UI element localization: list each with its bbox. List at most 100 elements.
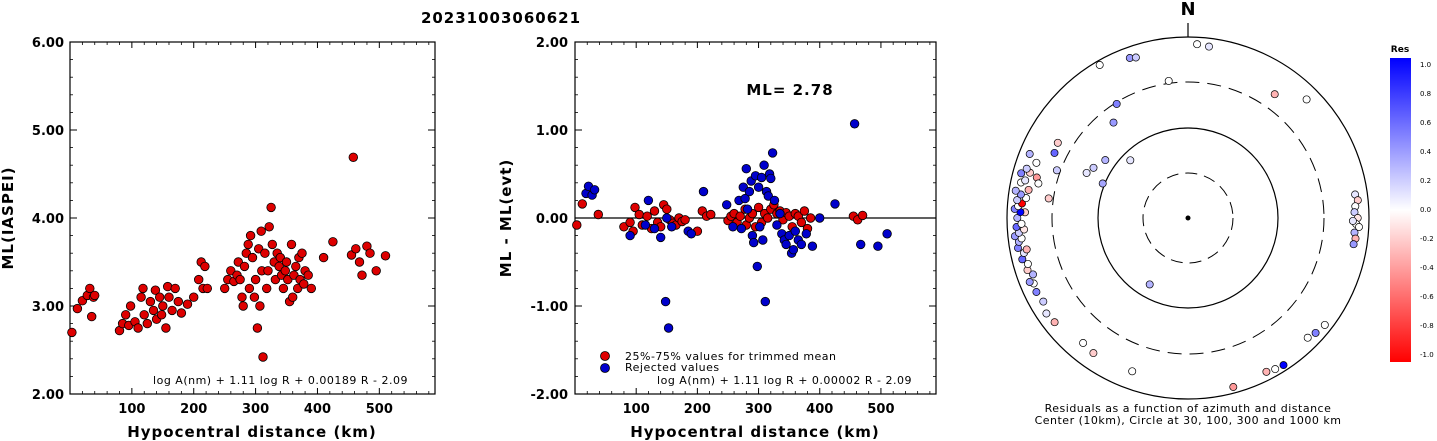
station-residual-point	[1021, 176, 1030, 185]
colorbar-tick-label: -1.0	[1420, 351, 1434, 359]
ml-data-point	[238, 301, 248, 311]
rejected-residual-point	[796, 239, 807, 250]
x-tick-label: 500	[867, 402, 894, 417]
ml-data-point	[264, 222, 274, 232]
station-residual-point	[1349, 240, 1358, 249]
ml-data-point	[252, 323, 263, 333]
ml-data-point	[286, 239, 297, 250]
x-tick-label: 300	[745, 402, 772, 417]
station-residual-point	[1128, 367, 1137, 376]
x-tick-label: 400	[806, 402, 833, 417]
station-residual-point	[1079, 339, 1088, 347]
colorbar-tick-labels: 1.0 0.8 0.6 0.4 0.2 0.0 -0.2 -0.4 -0.6 -0.8 -1.0	[1420, 61, 1434, 359]
rejected-residual-point	[756, 172, 767, 183]
ml-chart-frame	[69, 41, 436, 395]
used-residual-point	[634, 209, 644, 220]
ml-value-label: ML= 2.78	[746, 81, 833, 99]
rejected-residual-point	[815, 213, 825, 223]
station-residual-point	[1034, 179, 1043, 188]
ml-data-point	[138, 283, 148, 294]
polar-points	[1010, 40, 1363, 391]
ml-data-point	[193, 274, 204, 285]
station-residual-point	[1044, 194, 1053, 203]
ml-data-point	[120, 310, 131, 320]
station-residual-point	[1279, 361, 1288, 370]
station-residual-point	[1017, 169, 1026, 178]
station-residual-point	[1320, 320, 1329, 329]
ml-data-point	[145, 296, 156, 307]
y-tick-label: -2.00	[531, 388, 568, 403]
ml-data-point	[237, 292, 247, 302]
ml-data-point	[267, 239, 278, 250]
rejected-residual-point	[788, 244, 799, 255]
ml-data-point	[250, 274, 261, 285]
ml-chart-xlabel: Hypocentral distance (km)	[127, 423, 377, 441]
rejected-residual-point	[873, 241, 883, 251]
station-residual-point	[1101, 156, 1110, 165]
ml-data-point	[219, 283, 230, 294]
station-residual-point	[1262, 367, 1271, 376]
ml-data-point	[371, 266, 381, 276]
station-residual-point	[1050, 318, 1059, 327]
ml-chart-ticks: 100 200 300 400 500 2.00 3.00 4.00 5.00 6.00	[32, 36, 435, 417]
used-residual-point	[630, 202, 640, 213]
station-residual-point	[1053, 138, 1062, 147]
ml-data-point	[164, 292, 174, 302]
station-residual-point	[1042, 309, 1051, 318]
station-residual-point	[1164, 76, 1173, 85]
ml-data-point	[280, 266, 291, 276]
ml-data-point	[351, 244, 361, 254]
used-residual-point	[857, 210, 868, 221]
residual-colorbar: Res 1.0 0.8 0.6 0.4 0.2 0.0 -0.2 -0.4 -0.6 -0.8 -1…	[1390, 45, 1434, 362]
ml-data-point	[260, 248, 270, 258]
rejected-residual-point	[767, 148, 778, 158]
x-tick-label: 400	[304, 402, 331, 417]
ml-data-point	[249, 292, 260, 302]
used-residual-point	[680, 215, 690, 225]
rejected-residual-point	[801, 229, 812, 239]
ml-data-point	[278, 283, 289, 294]
ml-data-point	[125, 301, 136, 311]
ml-data-point	[154, 292, 165, 302]
station-residual-point	[1082, 168, 1091, 177]
ml-data-point	[354, 257, 365, 267]
x-tick-label: 200	[180, 402, 207, 417]
station-residual-point	[1089, 349, 1098, 358]
ml-vs-distance-chart: 100 200 300 400 500 2.00 3.00 4.00 5.00 6.00 ML(I…	[0, 36, 436, 441]
station-residual-point	[1022, 245, 1031, 254]
station-residual-point	[1271, 365, 1280, 374]
rejected-residual-point	[766, 173, 776, 184]
y-tick-label: 0.00	[536, 212, 568, 227]
station-residual-point	[1193, 40, 1202, 49]
station-residual-point	[1025, 150, 1034, 158]
station-residual-point	[1089, 163, 1098, 172]
used-residual-point	[662, 204, 672, 214]
colorbar-tick-label: 0.8	[1420, 90, 1431, 98]
ml-data-point	[255, 301, 265, 311]
ml-data-point	[202, 283, 213, 294]
rejected-residual-point	[660, 296, 671, 307]
rejected-residual-point	[643, 195, 654, 206]
station-residual-point	[1229, 383, 1238, 391]
y-tick-label: 6.00	[32, 36, 64, 51]
epicenter-marker	[1185, 215, 1191, 221]
rejected-residual-point	[640, 220, 651, 230]
station-residual-point	[1348, 216, 1357, 225]
rejected-residual-point	[790, 226, 801, 236]
ml-data-point	[245, 230, 256, 241]
station-residual-point	[1098, 179, 1107, 188]
ml-data-point	[67, 327, 77, 338]
ml-data-point	[200, 261, 210, 272]
ml-data-point	[297, 248, 307, 258]
legend-used-label: 25%-75% values for trimmed mean	[625, 350, 837, 363]
ml-data-point	[256, 226, 266, 236]
x-tick-label: 200	[684, 402, 711, 417]
legend-rejected-label: Rejected values	[625, 361, 720, 374]
ml-data-point	[170, 283, 180, 294]
ml-data-point	[306, 283, 317, 294]
y-tick-label: 3.00	[32, 300, 64, 315]
used-residual-point	[796, 217, 807, 228]
ml-data-point	[299, 279, 309, 289]
rejected-residual-point	[649, 223, 660, 234]
